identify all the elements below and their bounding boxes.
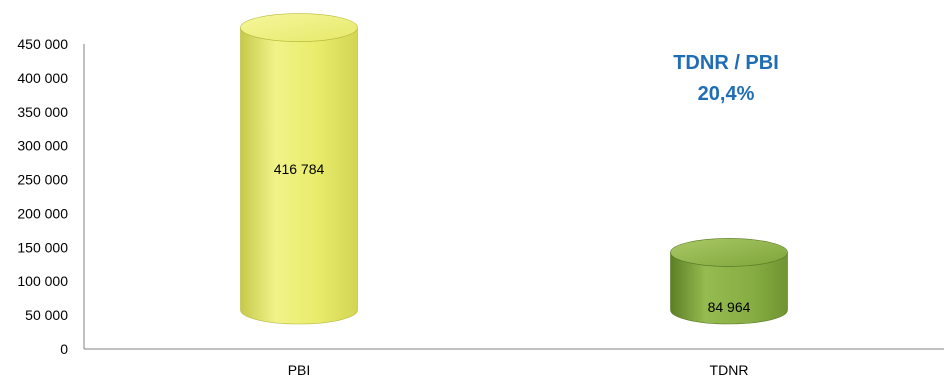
y-tick-label: 50 000 bbox=[25, 307, 68, 323]
ratio-annotation-title: TDNR / PBI bbox=[673, 52, 779, 74]
category-label: PBI bbox=[288, 362, 311, 378]
y-tick-label: 150 000 bbox=[17, 239, 68, 255]
y-tick-label: 450 000 bbox=[17, 36, 68, 52]
y-tick-label: 100 000 bbox=[17, 273, 68, 289]
ratio-annotation-value: 20,4% bbox=[698, 83, 755, 105]
axes bbox=[83, 44, 944, 350]
y-tick-label: 200 000 bbox=[17, 205, 68, 221]
y-tick-label: 300 000 bbox=[17, 138, 68, 154]
y-tick-labels: 0 50 000 100 000 150 000 200 000 250 000 300 0… bbox=[17, 36, 68, 357]
y-tick-label: 350 000 bbox=[17, 104, 68, 120]
y-tick-label: 250 000 bbox=[17, 172, 68, 188]
bar-top bbox=[670, 238, 788, 267]
bar-pbi: 416 784 bbox=[240, 13, 358, 325]
ratio-annotation: TDNR / PBI 20,4% bbox=[673, 52, 779, 105]
category-label: TDNR bbox=[710, 362, 749, 378]
y-tick-label: 0 bbox=[60, 341, 68, 357]
category-labels: PBI TDNR bbox=[288, 362, 749, 378]
y-tick-label: 400 000 bbox=[17, 70, 68, 86]
bar-top bbox=[240, 13, 358, 42]
data-label: 416 784 bbox=[274, 161, 325, 177]
bar-tdnr: 84 964 bbox=[670, 238, 788, 325]
data-label: 84 964 bbox=[708, 299, 751, 315]
bars: 416 784 84 964 bbox=[240, 13, 788, 325]
